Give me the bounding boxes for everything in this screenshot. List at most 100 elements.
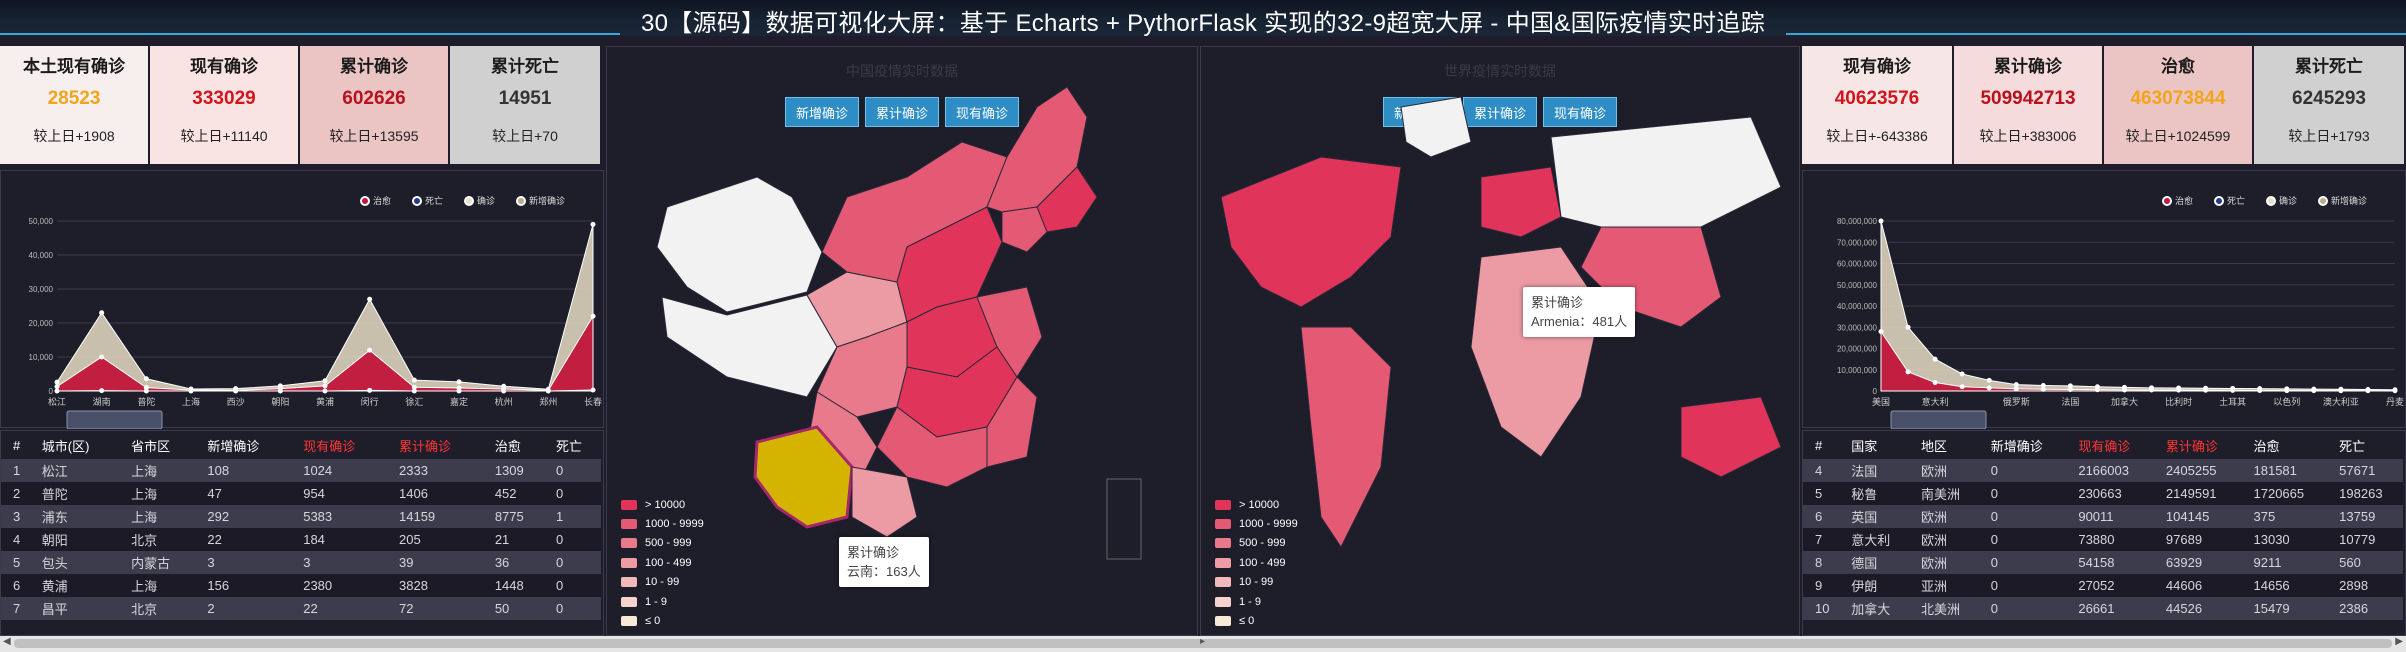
scrollbar-thumb[interactable] bbox=[14, 639, 2392, 648]
table-header[interactable]: 省市区 bbox=[119, 431, 196, 459]
data-point[interactable] bbox=[1932, 380, 1938, 385]
data-point[interactable] bbox=[590, 313, 596, 319]
data-point[interactable] bbox=[411, 377, 417, 383]
data-point[interactable] bbox=[2365, 388, 2371, 394]
data-point[interactable] bbox=[367, 296, 373, 302]
data-point[interactable] bbox=[2013, 382, 2019, 388]
table-row[interactable]: 6 英国 欧洲 0 90011 104145 375 13759 bbox=[1803, 505, 2403, 528]
data-point[interactable] bbox=[2230, 387, 2236, 393]
horizontal-scrollbar[interactable]: ◀ ▸ ▶ bbox=[0, 636, 2406, 652]
data-point[interactable] bbox=[143, 388, 149, 394]
legend-item[interactable]: ≤ 0 bbox=[1215, 611, 1298, 630]
china-current-confirmed-button[interactable]: 现有确诊 bbox=[945, 97, 1019, 127]
table-header[interactable]: 累计确诊 bbox=[387, 431, 483, 459]
data-point[interactable] bbox=[1878, 329, 1884, 334]
data-point[interactable] bbox=[1905, 324, 1911, 330]
series-legend-item[interactable]: 新增确诊 bbox=[516, 195, 565, 206]
legend-item[interactable]: 10 - 99 bbox=[621, 573, 704, 592]
data-point[interactable] bbox=[2094, 387, 2100, 393]
data-point[interactable] bbox=[501, 388, 507, 394]
table-header[interactable]: 新增确诊 bbox=[1978, 431, 2067, 459]
data-point[interactable] bbox=[1959, 384, 1965, 390]
legend-item[interactable]: ≤ 0 bbox=[621, 611, 704, 630]
series-legend-item[interactable]: 新增确诊 bbox=[2318, 195, 2367, 206]
data-point[interactable] bbox=[1986, 377, 1992, 383]
map-region-africa[interactable] bbox=[1470, 246, 1602, 458]
data-point[interactable] bbox=[54, 384, 60, 390]
data-point[interactable] bbox=[54, 388, 60, 394]
map-region-xinjiang[interactable] bbox=[656, 176, 823, 313]
data-point[interactable] bbox=[367, 347, 373, 353]
table-header[interactable]: 城市(区) bbox=[29, 431, 120, 459]
world-current-confirmed-button[interactable]: 现有确诊 bbox=[1543, 97, 1617, 127]
legend-item[interactable]: > 10000 bbox=[621, 495, 704, 514]
data-point[interactable] bbox=[2392, 388, 2398, 394]
data-point[interactable] bbox=[545, 388, 551, 394]
table-header[interactable]: 治愈 bbox=[482, 431, 545, 459]
data-point[interactable] bbox=[322, 388, 328, 394]
zoom-slider[interactable] bbox=[1890, 410, 1987, 430]
table-row[interactable]: 5 秘鲁 南美洲 0 230663 2149591 1720665 198263 bbox=[1803, 482, 2403, 505]
table-row[interactable]: 10 加拿大 北美洲 0 26661 44526 15479 2386 bbox=[1803, 597, 2403, 620]
map-region-guangdong[interactable] bbox=[876, 406, 988, 488]
map-region-xizang[interactable] bbox=[661, 294, 838, 398]
table-header[interactable]: 国家 bbox=[1839, 431, 1909, 459]
data-point[interactable] bbox=[590, 387, 596, 393]
table-row[interactable]: 7 昌平 北京 2 22 72 50 0 bbox=[1, 597, 601, 620]
zoom-slider[interactable] bbox=[66, 410, 163, 430]
map-region-yunnan[interactable] bbox=[753, 425, 854, 529]
legend-item[interactable]: 100 - 499 bbox=[1215, 553, 1298, 572]
map-region-jiangsu[interactable] bbox=[976, 286, 1043, 378]
data-point[interactable] bbox=[2121, 387, 2127, 393]
legend-item[interactable]: > 10000 bbox=[1215, 495, 1298, 514]
map-region-south-america[interactable] bbox=[1300, 326, 1392, 548]
data-point[interactable] bbox=[2067, 387, 2073, 393]
data-point[interactable] bbox=[1932, 356, 1938, 362]
scroll-right-arrow[interactable]: ▶ bbox=[2395, 636, 2403, 647]
data-point[interactable] bbox=[143, 376, 149, 382]
data-point[interactable] bbox=[2176, 387, 2182, 393]
data-point[interactable] bbox=[1905, 369, 1911, 375]
data-point[interactable] bbox=[1959, 371, 1965, 377]
data-point[interactable] bbox=[2149, 387, 2155, 393]
map-region-europe[interactable] bbox=[1480, 166, 1562, 238]
data-point[interactable] bbox=[2203, 387, 2209, 393]
data-point[interactable] bbox=[233, 388, 239, 394]
world-map[interactable] bbox=[1201, 47, 1801, 637]
table-header[interactable]: 治愈 bbox=[2241, 431, 2328, 459]
data-point[interactable] bbox=[99, 310, 105, 316]
data-point[interactable] bbox=[2257, 387, 2263, 393]
table-row[interactable]: 4 朝阳 北京 22 184 205 21 0 bbox=[1, 528, 601, 551]
data-point[interactable] bbox=[2013, 386, 2019, 392]
legend-item[interactable]: 1 - 9 bbox=[621, 592, 704, 611]
table-header[interactable]: # bbox=[1, 431, 30, 459]
legend-item[interactable]: 10 - 99 bbox=[1215, 573, 1298, 592]
series-legend-item[interactable]: 治愈 bbox=[360, 195, 391, 206]
legend-item[interactable]: 1000 - 9999 bbox=[621, 514, 704, 533]
data-point[interactable] bbox=[277, 388, 283, 394]
map-region-australia[interactable] bbox=[1680, 396, 1782, 478]
table-row[interactable]: 9 伊朗 亚洲 0 27052 44606 14656 2898 bbox=[1803, 574, 2403, 597]
data-point[interactable] bbox=[322, 378, 328, 384]
legend-item[interactable]: 100 - 499 bbox=[621, 553, 704, 572]
map-region-north-america[interactable] bbox=[1220, 156, 1402, 308]
table-header[interactable]: 累计确诊 bbox=[2153, 431, 2242, 459]
data-point[interactable] bbox=[99, 354, 105, 360]
table-header[interactable]: 新增确诊 bbox=[195, 431, 292, 459]
map-region-liaoning[interactable] bbox=[1001, 206, 1048, 253]
data-point[interactable] bbox=[188, 388, 194, 394]
table-header[interactable]: 现有确诊 bbox=[291, 431, 388, 459]
map-region-greenland[interactable] bbox=[1400, 96, 1472, 158]
data-point[interactable] bbox=[2338, 388, 2344, 394]
data-point[interactable] bbox=[1878, 218, 1884, 224]
table-row[interactable]: 2 普陀 上海 47 954 1406 452 0 bbox=[1, 482, 601, 505]
series-legend-item[interactable]: 确诊 bbox=[2266, 195, 2297, 206]
series-legend-item[interactable]: 治愈 bbox=[2162, 195, 2193, 206]
data-point[interactable] bbox=[2040, 386, 2046, 392]
table-header[interactable]: 地区 bbox=[1908, 431, 1979, 459]
data-point[interactable] bbox=[54, 379, 60, 385]
data-point[interactable] bbox=[456, 379, 462, 385]
data-point[interactable] bbox=[322, 383, 328, 389]
data-point[interactable] bbox=[2040, 382, 2046, 388]
series-legend-item[interactable]: 确诊 bbox=[464, 195, 495, 206]
